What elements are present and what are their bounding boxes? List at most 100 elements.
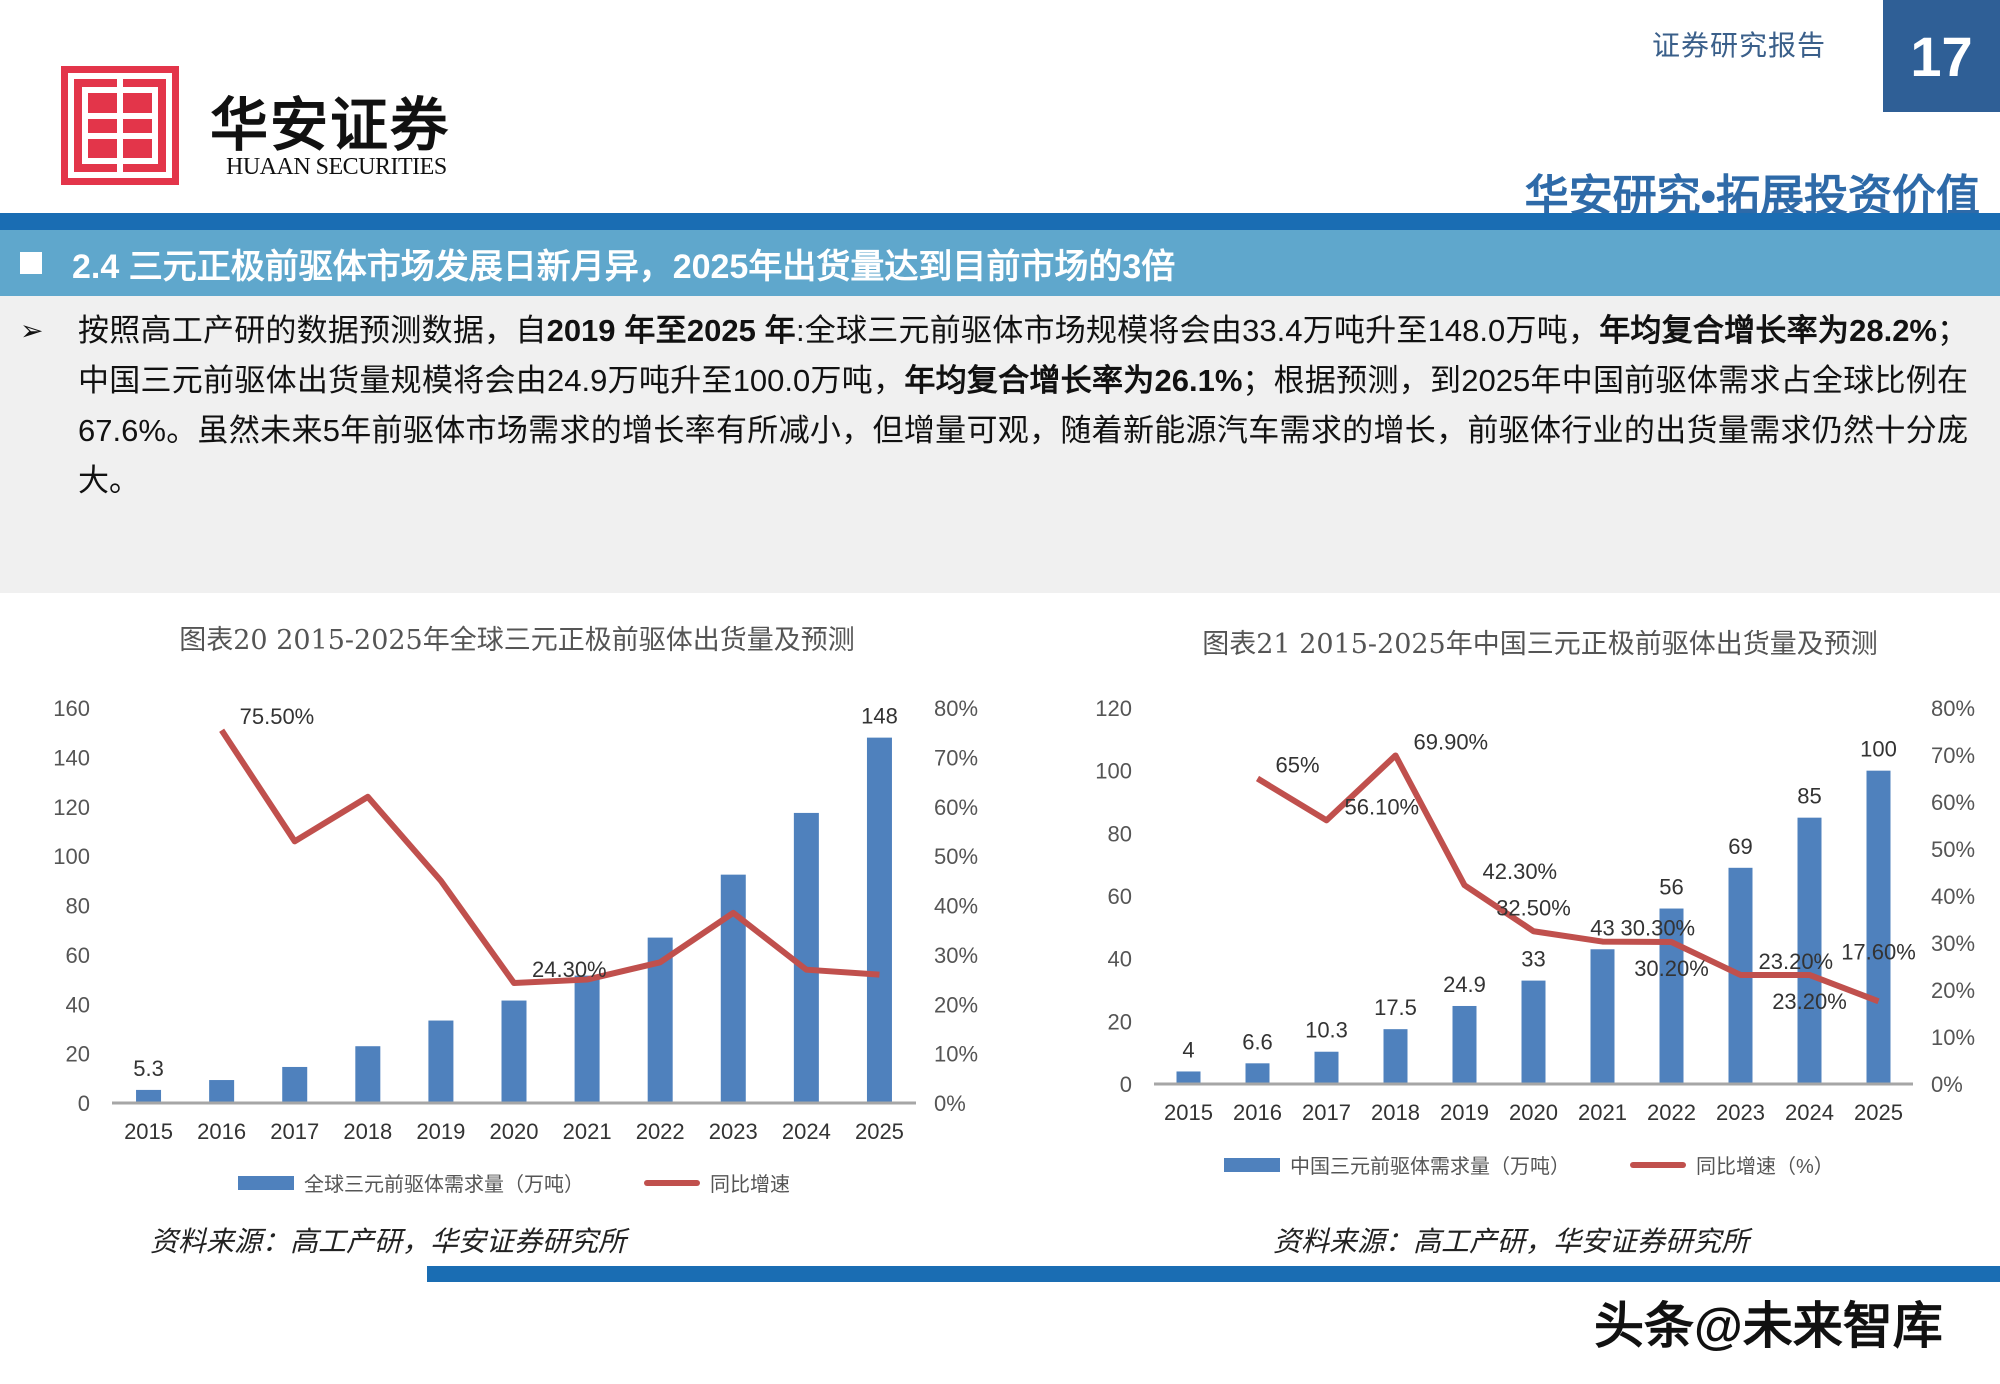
- bar-data-label: 33: [1521, 947, 1545, 972]
- x-tick-label: 2015: [1164, 1100, 1213, 1125]
- global-chart: 0 20 40 60 80 100 120 140 160 0% 10% 20% 30% 40% 50% 60…: [53, 696, 978, 1144]
- y-left-tick-label: 100: [1095, 759, 1132, 784]
- company-name-en: HUAAN SECURITIES: [226, 154, 447, 180]
- bar: [355, 1046, 381, 1103]
- arrow-bullet-icon: ➢: [20, 315, 44, 346]
- y-left-tick-label: 120: [53, 795, 90, 820]
- chart-legend: 中国三元前驱体需求量（万吨） 同比增速（%）: [1224, 1150, 1834, 1179]
- y-left-tick-label: 60: [1108, 884, 1132, 909]
- bar: [282, 1066, 308, 1103]
- text-segment: ；中国三元前驱体出货量规模将会由24.9万吨升至100.0万吨，: [78, 313, 1968, 398]
- bar: [793, 812, 819, 1103]
- y-right-tick-label: 30%: [934, 943, 978, 968]
- legend-label: 同比增速（%）: [1696, 1156, 1834, 1178]
- bar-data-label: 43: [1590, 915, 1614, 940]
- y-left-tick-label: 0: [1120, 1072, 1132, 1097]
- line-data-label: 24.30%: [532, 957, 607, 982]
- y-right-tick-label: 0%: [934, 1091, 966, 1116]
- bar: [209, 1080, 235, 1103]
- company-name: 华安证券: [210, 91, 451, 159]
- y-right-tick-label: 50%: [1931, 837, 1975, 862]
- bar: [866, 737, 892, 1103]
- x-tick-label: 2019: [1440, 1100, 1489, 1125]
- watermark: 头条@未来智库: [1594, 1298, 1943, 1354]
- line-data-label: 30.20%: [1634, 956, 1709, 981]
- y-right-tick-label: 20%: [934, 992, 978, 1017]
- x-tick-label: 2015: [124, 1119, 173, 1144]
- text-segment: :全球三元前驱体市场规模将会由33.4万吨升至148.0万吨，: [795, 313, 1600, 348]
- chart-title: 图表20 2015-2025年全球三元正极前驱体出货量及预测: [179, 625, 855, 656]
- bar: [1659, 908, 1684, 1084]
- bar: [136, 1089, 162, 1103]
- page-number: 17: [1883, 0, 2000, 112]
- y-left-tick-label: 20: [1108, 1009, 1132, 1034]
- y-left-tick-label: 60: [66, 943, 90, 968]
- x-tick-label: 2018: [1371, 1100, 1420, 1125]
- text-segment-bold: 年均复合增长率为28.2%: [1599, 313, 1937, 348]
- line-data-label: 56.10%: [1345, 794, 1420, 819]
- bar: [1245, 1063, 1270, 1084]
- line-data-label: 75.50%: [240, 704, 315, 729]
- y-right-tick-label: 0%: [1931, 1072, 1963, 1097]
- bar-data-label: 10.3: [1305, 1018, 1348, 1043]
- bar-data-label: 56: [1659, 875, 1683, 900]
- legend-label: 中国三元前驱体需求量（万吨）: [1290, 1156, 1570, 1178]
- x-tick-label: 2024: [1785, 1100, 1834, 1125]
- x-tick-label: 2025: [855, 1119, 904, 1144]
- x-tick-label: 2022: [1647, 1100, 1696, 1125]
- footer-divider: [427, 1266, 2000, 1282]
- y-right-tick-label: 60%: [934, 795, 978, 820]
- x-tick-label: 2019: [416, 1119, 465, 1144]
- bar: [1452, 1005, 1477, 1084]
- x-tick-label: 2021: [1578, 1100, 1627, 1125]
- legend-label: 同比增速: [710, 1174, 790, 1196]
- bar-data-label: 100: [1860, 737, 1897, 762]
- x-tick-label: 2023: [709, 1119, 758, 1144]
- chart-title: 图表21 2015-2025年中国三元正极前驱体出货量及预测: [1202, 629, 1878, 660]
- bar-data-label: 148: [861, 704, 898, 729]
- legend-bar-swatch: [238, 1175, 294, 1190]
- x-tick-label: 2023: [1716, 1100, 1765, 1125]
- bar-data-label: 17.5: [1374, 995, 1417, 1020]
- bar-data-label: 85: [1797, 784, 1821, 809]
- line-data-label: 30.30%: [1621, 916, 1696, 941]
- text-segment: ；根据预测，到2025年中国前驱体需求占全球比例在67.6%。虽然未来5年前驱体…: [78, 363, 1968, 498]
- report-type-label: 证券研究报告: [1652, 30, 1827, 61]
- y-right-tick-label: 60%: [1931, 790, 1975, 815]
- bar-data-label: 24.9: [1443, 972, 1486, 997]
- summary-paragraph: 按照高工产研的数据预测数据，自2019 年至2025 年:全球三元前驱体市场规模…: [78, 306, 1968, 506]
- bar: [428, 1020, 454, 1103]
- y-left-tick-label: 40: [66, 992, 90, 1017]
- line-data-label: 32.50%: [1496, 895, 1571, 920]
- y-right-tick-label: 50%: [934, 844, 978, 869]
- legend-bar-swatch: [1224, 1157, 1280, 1172]
- y-right-tick-label: 80%: [1931, 696, 1975, 721]
- summary-box: [0, 296, 2000, 593]
- bar-data-label: 5.3: [133, 1056, 164, 1081]
- y-right-tick-label: 10%: [1931, 1025, 1975, 1050]
- x-tick-label: 2020: [1509, 1100, 1558, 1125]
- line-data-label: 42.30%: [1483, 859, 1558, 884]
- y-right-tick-label: 10%: [934, 1042, 978, 1067]
- line-data-label: 69.90%: [1414, 729, 1489, 754]
- y-left-tick-label: 80: [66, 894, 90, 919]
- bar: [1797, 817, 1822, 1084]
- y-left-tick-label: 0: [78, 1091, 90, 1116]
- growth-line: [219, 728, 880, 987]
- line-data-label: 17.60%: [1841, 939, 1916, 964]
- header-divider: [0, 213, 2000, 230]
- y-right-tick-label: 20%: [1931, 978, 1975, 1003]
- y-right-tick-label: 80%: [934, 696, 978, 721]
- x-tick-label: 2018: [343, 1119, 392, 1144]
- y-left-tick-label: 140: [53, 745, 90, 770]
- y-right-tick-label: 70%: [1931, 743, 1975, 768]
- legend-line-swatch: [1630, 1161, 1686, 1168]
- y-left-tick-label: 120: [1095, 696, 1132, 721]
- text-segment: 按照高工产研的数据预测数据，自: [78, 313, 547, 348]
- x-tick-label: 2017: [1302, 1100, 1351, 1125]
- bar-data-label: 6.6: [1242, 1029, 1273, 1054]
- y-right-tick-label: 70%: [934, 745, 978, 770]
- y-left-tick-label: 160: [53, 696, 90, 721]
- bar: [1866, 770, 1891, 1084]
- legend-line-swatch: [644, 1179, 700, 1186]
